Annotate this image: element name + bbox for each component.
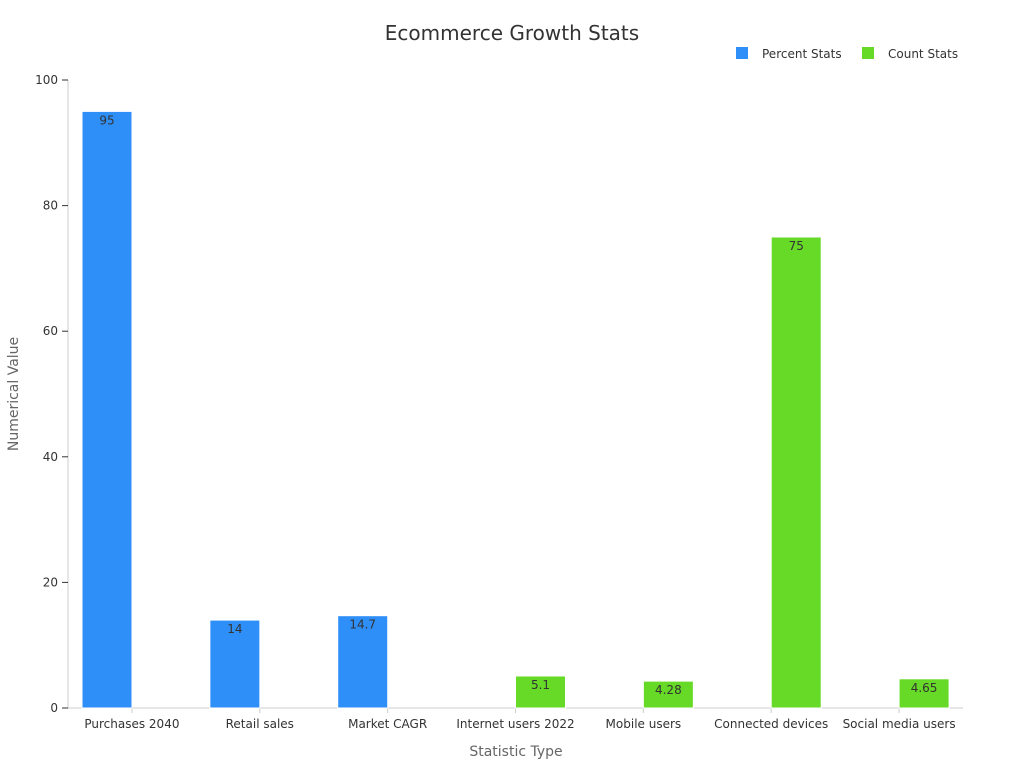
x-tick-label: Internet users 2022: [456, 717, 574, 731]
legend-label[interactable]: Percent Stats: [762, 47, 842, 61]
data-label: 4.65: [911, 681, 938, 695]
x-axis-title: Statistic Type: [469, 744, 562, 760]
data-label: 75: [789, 239, 804, 253]
x-tick-label: Market CAGR: [348, 717, 427, 731]
bar-percent[interactable]: [209, 619, 261, 709]
x-tick-label: Purchases 2040: [84, 717, 179, 731]
legend-swatch[interactable]: [862, 47, 874, 59]
bar-count[interactable]: [770, 236, 822, 709]
y-axis: 0 20 40 60 80 100: [35, 73, 69, 715]
x-tick-label: Connected devices: [714, 717, 828, 731]
y-tick-label: 20: [43, 575, 58, 589]
x-tick-label: Mobile users: [606, 717, 682, 731]
bar-count[interactable]: [642, 680, 694, 709]
data-label: 14.7: [349, 618, 376, 632]
y-tick-label: 80: [43, 199, 58, 213]
bar-count[interactable]: [898, 678, 950, 709]
bar-count[interactable]: [515, 675, 566, 709]
data-label: 4.28: [655, 683, 682, 697]
y-axis-title: Numerical Value: [6, 337, 22, 451]
data-label: 95: [99, 113, 114, 127]
y-tick-label: 100: [35, 73, 58, 87]
x-tick-label: Retail sales: [226, 717, 294, 731]
data-label: 5.1: [531, 678, 550, 692]
data-label: 14: [227, 622, 242, 636]
legend-swatch[interactable]: [736, 47, 748, 59]
legend: Percent Stats Count Stats: [736, 47, 958, 61]
x-axis: Purchases 2040 Retail sales Market CAGR Int…: [68, 707, 963, 731]
bar-percent[interactable]: [337, 615, 389, 709]
bar-percent[interactable]: [81, 110, 133, 709]
bar-series-group: [81, 110, 950, 709]
y-tick-label: 0: [50, 701, 58, 715]
legend-label[interactable]: Count Stats: [888, 47, 958, 61]
chart-title: Ecommerce Growth Stats: [385, 21, 639, 45]
data-label-group: 95 14 14.7 5.1 4.28 75 4.65: [99, 113, 937, 697]
x-tick-label: Social media users: [843, 717, 956, 731]
y-tick-label: 60: [43, 324, 58, 338]
y-tick-label: 40: [43, 450, 58, 464]
